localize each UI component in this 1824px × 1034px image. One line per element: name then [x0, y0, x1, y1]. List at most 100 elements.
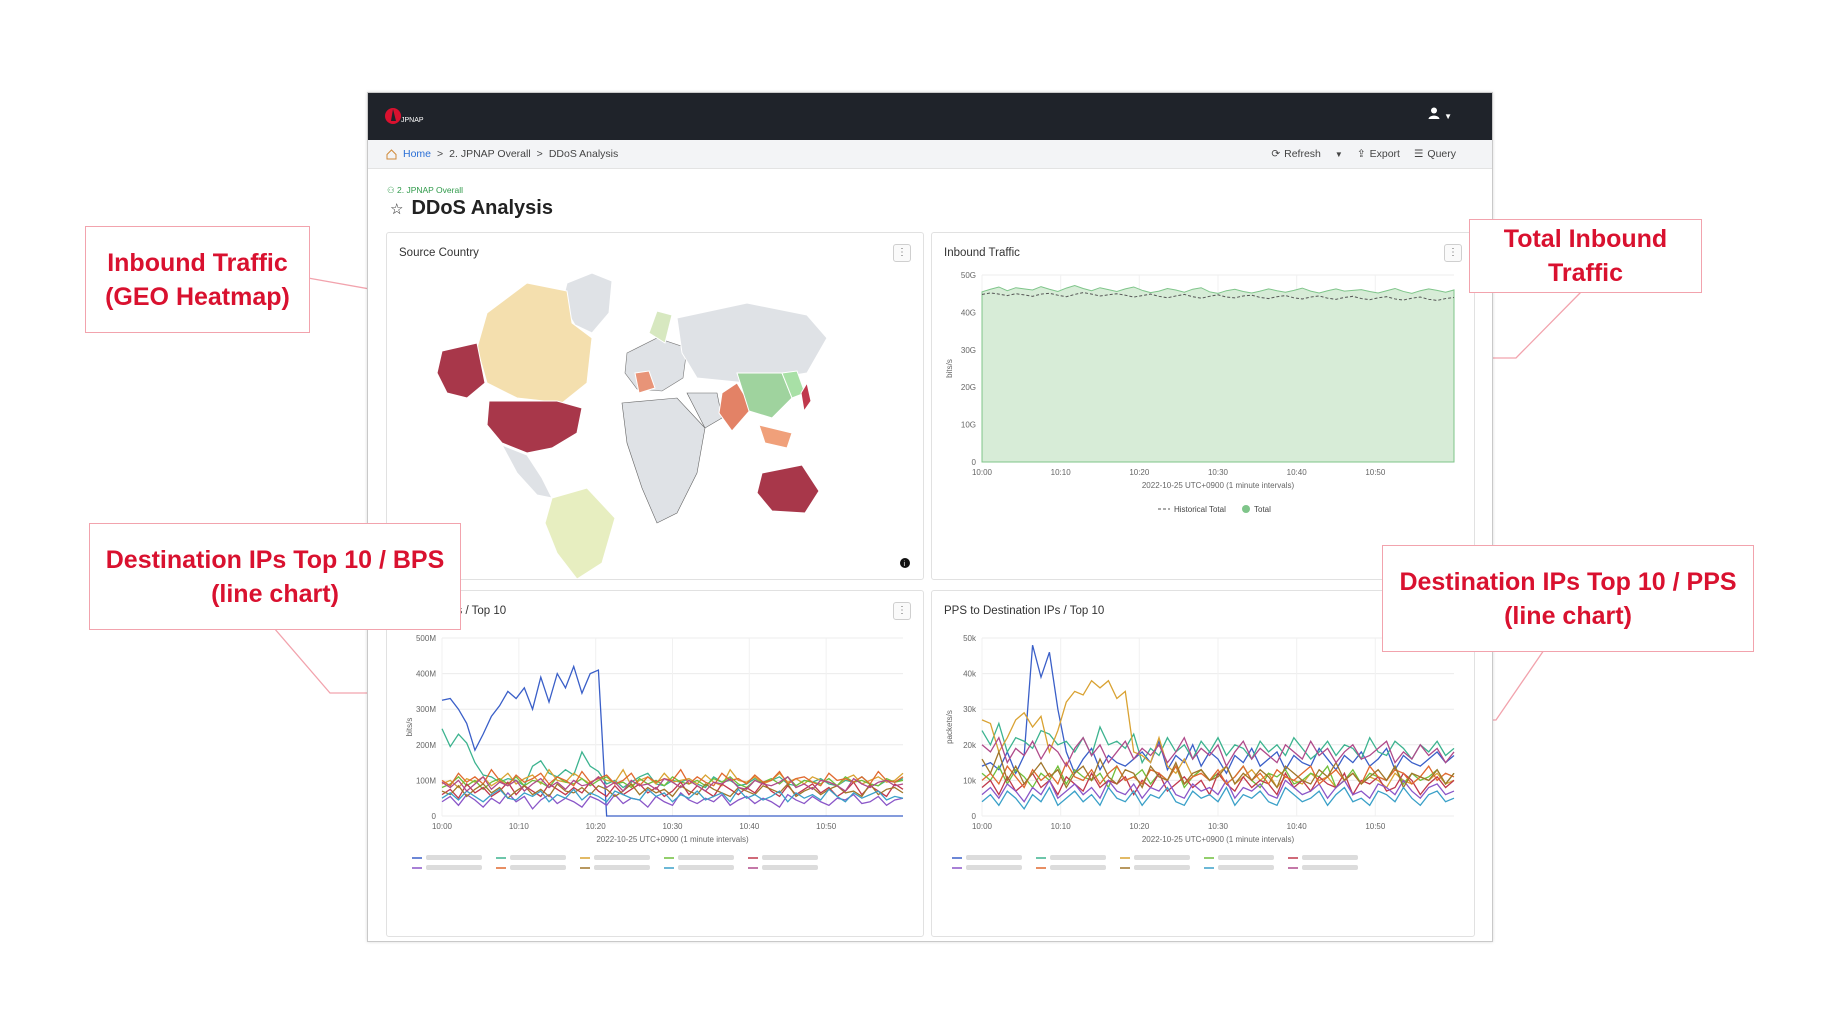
page-title: ☆ DDoS Analysis: [390, 197, 553, 220]
x-tick-label: 10:40: [1287, 822, 1308, 831]
map-west-europe[interactable]: [634, 370, 656, 394]
info-icon[interactable]: [900, 558, 910, 568]
legend-label[interactable]: Historical Total: [1174, 505, 1226, 514]
panel-inbound-traffic: Inbound Traffic ⋮ 0 10G 20G 30G 40G 50G 10:00 1…: [931, 232, 1475, 580]
callout-total-inbound: Total Inbound Traffic: [1469, 219, 1702, 293]
map-china[interactable]: [736, 372, 793, 419]
legend-redacted: [966, 865, 1022, 870]
y-tick-label: 40k: [963, 670, 977, 679]
panel-bps: ...ination IPs / Top 10 ⋮ 0100M200M300M4…: [386, 590, 924, 937]
y-tick-label: 20k: [963, 741, 977, 750]
world-heatmap: i: [436, 272, 910, 579]
export-label: Export: [1369, 148, 1400, 160]
map-southeast-asia[interactable]: [758, 424, 793, 449]
x-tick-label: 10:00: [972, 468, 993, 477]
x-axis-label: 2022-10-25 UTC+0900 (1 minute intervals): [1142, 835, 1295, 844]
x-tick-label: 10:40: [739, 822, 760, 831]
refresh-dropdown[interactable]: ▼: [1334, 149, 1343, 159]
x-tick-label: 10:30: [1208, 822, 1229, 831]
pps-chart: 0 10k 20k 30k 40k 50k 10:00 10:10 10:20 10:30 10:4…: [945, 634, 1455, 870]
dashboard-group[interactable]: ⚇ 2. JPNAP Overall: [387, 185, 463, 196]
map-africa[interactable]: [621, 397, 706, 524]
top-navbar: JPNAP ▼: [368, 93, 1492, 140]
legend-redacted: [762, 855, 818, 860]
bps-chart: 0 100M 200M 300M 400M 500M 10:00 10:10 10:20 10:3…: [405, 634, 904, 870]
page-title-text: DDoS Analysis: [411, 197, 553, 219]
x-tick-label: 10:40: [1287, 468, 1308, 477]
legend-swatch: [1242, 505, 1250, 513]
x-tick-label: 10:00: [972, 822, 993, 831]
export-button[interactable]: ⇪ Export: [1357, 148, 1400, 160]
panel-menu-button[interactable]: ⋮: [1444, 244, 1462, 262]
y-tick-label: 10k: [963, 776, 977, 785]
series-historical-line: [981, 292, 1455, 301]
legend-redacted: [1050, 855, 1106, 860]
map-australia[interactable]: [756, 464, 820, 514]
y-tick-label: 50k: [963, 634, 977, 643]
breadcrumb-bar: Home > 2. JPNAP Overall > DDoS Analysis …: [368, 140, 1492, 169]
y-axis-label: bits/s: [945, 359, 954, 378]
upload-icon: ⇪: [1356, 148, 1366, 160]
series-line: [981, 771, 1455, 797]
info-glyph: i: [904, 561, 906, 568]
series-total-area: [981, 284, 1455, 463]
y-tick-label: 100M: [416, 776, 436, 785]
x-tick-label: 10:30: [1208, 468, 1229, 477]
callout-line: Total Inbound Traffic: [1503, 225, 1668, 287]
x-axis-label: 2022-10-25 UTC+0900 (1 minute intervals): [596, 835, 749, 844]
users-icon: ⚇: [387, 185, 395, 195]
map-alaska[interactable]: [436, 342, 486, 399]
x-tick-label: 10:00: [432, 822, 453, 831]
series-line: [981, 779, 1455, 803]
map-europe[interactable]: [624, 337, 688, 392]
y-tick-label: 400M: [416, 670, 436, 679]
panel-title: Inbound Traffic: [944, 247, 1020, 259]
panel-menu-button[interactable]: ⋮: [893, 244, 911, 262]
jpnap-logo[interactable]: JPNAP: [384, 105, 424, 127]
breadcrumb: Home > 2. JPNAP Overall > DDoS Analysis: [386, 148, 618, 160]
panel-menu-button[interactable]: ⋮: [893, 602, 911, 620]
legend-redacted: [510, 865, 566, 870]
refresh-button[interactable]: ⟳ Refresh: [1271, 148, 1321, 160]
legend-label[interactable]: Total: [1254, 505, 1271, 514]
callout-line: (line chart): [211, 579, 339, 608]
series-line: [441, 781, 904, 800]
y-tick-label: 500M: [416, 634, 436, 643]
x-axis-label: 2022-10-25 UTC+0900 (1 minute intervals): [1142, 481, 1295, 490]
map-usa[interactable]: [486, 400, 583, 454]
x-tick-label: 10:10: [509, 822, 530, 831]
query-button[interactable]: ☰ Query: [1414, 148, 1456, 160]
y-tick-label: 200M: [416, 741, 436, 750]
series-line: [441, 775, 904, 793]
map-south-america[interactable]: [544, 487, 616, 579]
callout-line: Inbound Traffic: [107, 248, 288, 277]
x-tick-label: 10:20: [1129, 468, 1150, 477]
breadcrumb-level2: DDoS Analysis: [548, 148, 619, 160]
x-tick-label: 10:50: [1365, 822, 1386, 831]
y-axis-label: bits/s: [405, 718, 414, 737]
map-japan[interactable]: [800, 381, 812, 413]
dashboard-window: JPNAP ▼ Home > 2. JPNAP Overall > DDoS A…: [367, 92, 1493, 942]
inbound-chart: 0 10G 20G 30G 40G 50G 10:00 10:10 10:20 10:30 10:4…: [945, 271, 1455, 514]
panel-title: Source Country: [399, 247, 479, 259]
legend-redacted: [510, 855, 566, 860]
breadcrumb-home[interactable]: Home: [403, 148, 432, 160]
chevron-down-icon: ▼: [1444, 112, 1452, 121]
y-tick-label: 30k: [963, 705, 977, 714]
legend-redacted: [426, 855, 482, 860]
x-tick-label: 10:20: [586, 822, 607, 831]
map-canada[interactable]: [476, 282, 593, 404]
breadcrumb-separator: >: [437, 148, 444, 160]
breadcrumb-level1[interactable]: 2. JPNAP Overall: [449, 148, 531, 160]
legend-redacted: [1134, 855, 1190, 860]
y-tick-label: 20G: [961, 383, 976, 392]
legend-redacted: [1218, 865, 1274, 870]
map-scandinavia[interactable]: [648, 310, 673, 344]
home-icon[interactable]: [386, 148, 397, 160]
map-russia[interactable]: [676, 302, 828, 384]
legend-redacted: [678, 865, 734, 870]
star-icon[interactable]: ☆: [390, 200, 404, 218]
user-menu[interactable]: ▼: [1428, 107, 1452, 122]
series-line: [981, 644, 1455, 775]
callout-bps: Destination IPs Top 10 / BPS (line chart…: [89, 523, 461, 630]
